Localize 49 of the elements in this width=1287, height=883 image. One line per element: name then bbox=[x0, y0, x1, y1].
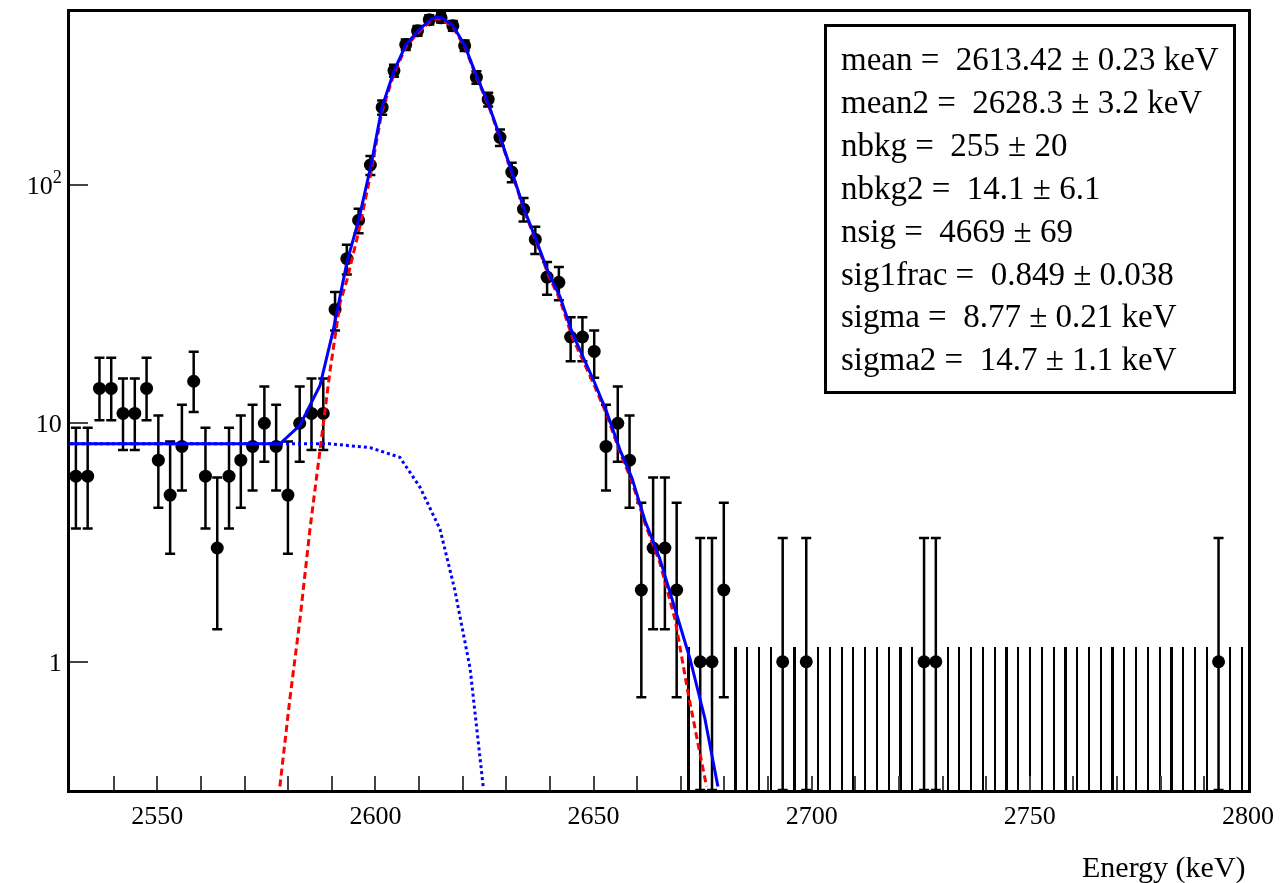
point bbox=[281, 488, 295, 502]
y-tick-label: 10$^{2}$ bbox=[26, 166, 62, 200]
point bbox=[70, 469, 83, 483]
point bbox=[81, 469, 95, 483]
x-tick-label: 2700 bbox=[785, 801, 838, 831]
annotation: sigma2 = 14.7 ± 1.1 keV bbox=[841, 341, 1177, 378]
annotation: mean2 = 2628.3 ± 3.2 keV bbox=[841, 83, 1203, 120]
point bbox=[222, 469, 236, 483]
point bbox=[140, 381, 154, 395]
point bbox=[658, 541, 672, 555]
point bbox=[599, 439, 613, 453]
point bbox=[92, 381, 106, 395]
point bbox=[717, 583, 731, 597]
annotation: nbkg2 = 14.1 ± 6.1 bbox=[841, 169, 1101, 206]
point bbox=[104, 381, 118, 395]
annotation: sig1frac = 0.849 ± 0.038 bbox=[841, 255, 1174, 292]
point bbox=[234, 453, 248, 467]
x-tick-label: 2800 bbox=[1222, 801, 1274, 831]
point bbox=[163, 488, 177, 502]
annotation: nbkg = 255 ± 20 bbox=[841, 126, 1068, 163]
point bbox=[210, 541, 224, 555]
x-tick-label: 2550 bbox=[131, 801, 184, 831]
point bbox=[116, 406, 130, 420]
point bbox=[776, 655, 790, 669]
point bbox=[799, 655, 813, 669]
point bbox=[670, 583, 684, 597]
annotation: nsig = 4669 ± 69 bbox=[841, 212, 1073, 249]
point bbox=[611, 416, 625, 430]
point bbox=[1212, 655, 1226, 669]
point bbox=[693, 655, 707, 669]
point bbox=[257, 416, 271, 430]
annotation: sigma = 8.77 ± 0.21 keV bbox=[841, 298, 1177, 335]
point bbox=[198, 469, 212, 483]
annotation: mean = 2613.42 ± 0.23 keV bbox=[841, 41, 1219, 77]
x-axis-title: Energy (keV) bbox=[1082, 850, 1246, 883]
point bbox=[929, 655, 943, 669]
point bbox=[187, 374, 201, 388]
y-tick-label: 1 bbox=[48, 647, 62, 677]
point bbox=[575, 330, 589, 344]
point bbox=[151, 453, 165, 467]
x-tick-label: 2750 bbox=[1003, 801, 1056, 831]
point bbox=[587, 344, 601, 358]
y-tick-label: 10 bbox=[35, 409, 62, 439]
point bbox=[128, 406, 142, 420]
point bbox=[917, 655, 931, 669]
x-tick-label: 2600 bbox=[349, 801, 402, 831]
point bbox=[634, 583, 648, 597]
point bbox=[705, 655, 719, 669]
x-tick-label: 2650 bbox=[567, 801, 620, 831]
